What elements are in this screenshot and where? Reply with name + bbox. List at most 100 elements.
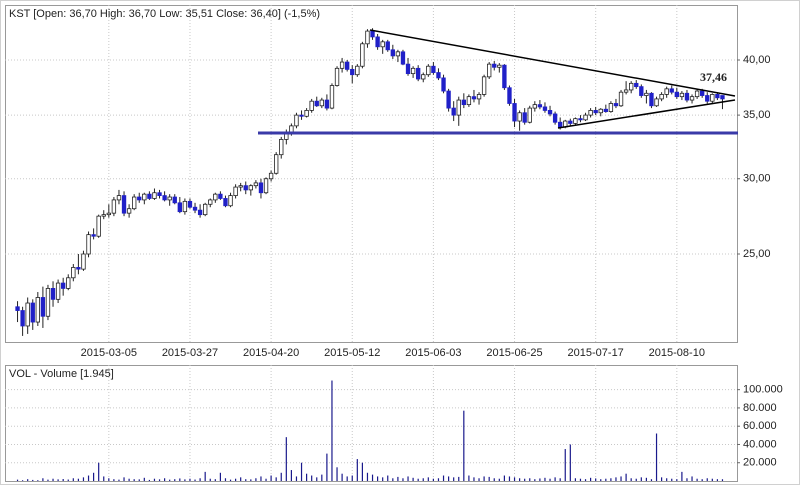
candle-body: [360, 43, 365, 67]
y-tick-label: 40.000: [743, 438, 777, 450]
candle-body: [461, 99, 466, 106]
y-tick-label: 30,00: [743, 173, 771, 185]
candle-body: [679, 92, 685, 98]
candle-body: [319, 99, 324, 107]
candle-body: [268, 172, 274, 180]
candle-body: [583, 114, 588, 121]
candle-body: [339, 61, 345, 69]
candle-body: [588, 110, 593, 116]
resistance-trendline: [369, 29, 736, 97]
candle-body: [700, 90, 705, 96]
candle-body: [492, 63, 497, 68]
y-tick-label: 20.000: [743, 457, 777, 469]
candle-body: [375, 36, 380, 48]
candle-body: [517, 112, 522, 122]
candle-body: [55, 282, 61, 300]
candle-body: [187, 200, 193, 208]
candle-body: [664, 88, 669, 95]
x-tick-label: 2015-03-05: [81, 347, 137, 359]
candle-body: [71, 267, 76, 279]
x-tick-label: 2015-04-20: [243, 347, 299, 359]
candle-body: [502, 64, 507, 89]
candle-body: [238, 185, 243, 188]
candle-body: [203, 203, 208, 216]
candle-body: [507, 87, 512, 104]
candle-body: [603, 108, 608, 112]
candle-body: [172, 196, 177, 204]
y-tick-label: 60.000: [743, 420, 777, 432]
candle-body: [294, 114, 299, 127]
candle-body: [314, 100, 319, 107]
candle-body: [380, 41, 385, 48]
candle-body: [218, 193, 223, 199]
x-tick-label: 2015-06-03: [405, 347, 461, 359]
candle-body: [274, 154, 279, 174]
candle-body: [558, 121, 563, 128]
candle-body: [329, 85, 335, 109]
candle-body: [684, 92, 690, 101]
candle-body: [395, 51, 401, 57]
candle-body: [416, 67, 421, 80]
candle-body: [35, 297, 40, 323]
candle-body: [116, 195, 122, 201]
y-tick-label: 40,00: [743, 54, 771, 66]
candle-body: [552, 113, 558, 123]
candle-body: [451, 107, 456, 116]
volume-title: VOL - Volume [1.945]: [9, 368, 114, 380]
candle-body: [243, 185, 248, 191]
candle-body: [258, 182, 264, 194]
x-tick-label: 2015-06-25: [486, 347, 542, 359]
candle-body: [345, 61, 350, 70]
candle-body: [157, 192, 162, 196]
candle-body: [61, 282, 66, 289]
candle-body: [618, 91, 624, 107]
candle-body: [674, 91, 679, 98]
candle-body: [309, 100, 314, 111]
candle-body: [466, 96, 472, 106]
candle-body: [152, 192, 157, 199]
candle-body: [355, 65, 360, 76]
candle-body: [91, 234, 96, 237]
candle-body: [573, 118, 578, 124]
candle-body: [410, 67, 416, 75]
candle-body: [334, 67, 340, 86]
candle-body: [25, 302, 30, 327]
candle-body: [476, 94, 482, 100]
candle-body: [66, 277, 71, 289]
candle-body: [426, 65, 431, 76]
candle-body: [228, 195, 233, 207]
candle-body: [441, 77, 446, 92]
candle-body: [279, 138, 284, 156]
x-tick-label: 2015-08-10: [649, 347, 705, 359]
candle-body: [324, 99, 330, 109]
candle-body: [471, 96, 477, 100]
candle-body: [208, 199, 213, 205]
candle-body: [436, 72, 441, 79]
candle-body: [86, 234, 91, 255]
candle-body: [101, 214, 106, 217]
candle-body: [177, 202, 182, 213]
candle-body: [45, 288, 51, 317]
candle-body: [705, 95, 710, 102]
candle-body: [715, 94, 720, 99]
candle-body: [481, 76, 487, 95]
candle-body: [126, 208, 132, 214]
candle-body: [405, 63, 411, 75]
candle-body: [547, 110, 553, 115]
candle-body: [111, 199, 117, 214]
candle-body: [248, 185, 253, 191]
candle-body: [365, 30, 370, 45]
candle-body: [299, 114, 304, 117]
x-tick-label: 2015-07-17: [568, 347, 624, 359]
candle-body: [192, 206, 198, 211]
candle-body: [689, 96, 695, 101]
candle-body: [142, 193, 147, 201]
candle-body: [669, 88, 674, 93]
candle-body: [608, 103, 614, 112]
candle-body: [720, 95, 725, 100]
candle-body: [132, 196, 137, 210]
candle-body: [527, 107, 532, 123]
candle-body: [15, 306, 20, 311]
support-trendline: [557, 99, 736, 129]
price-panel: [5, 5, 738, 343]
